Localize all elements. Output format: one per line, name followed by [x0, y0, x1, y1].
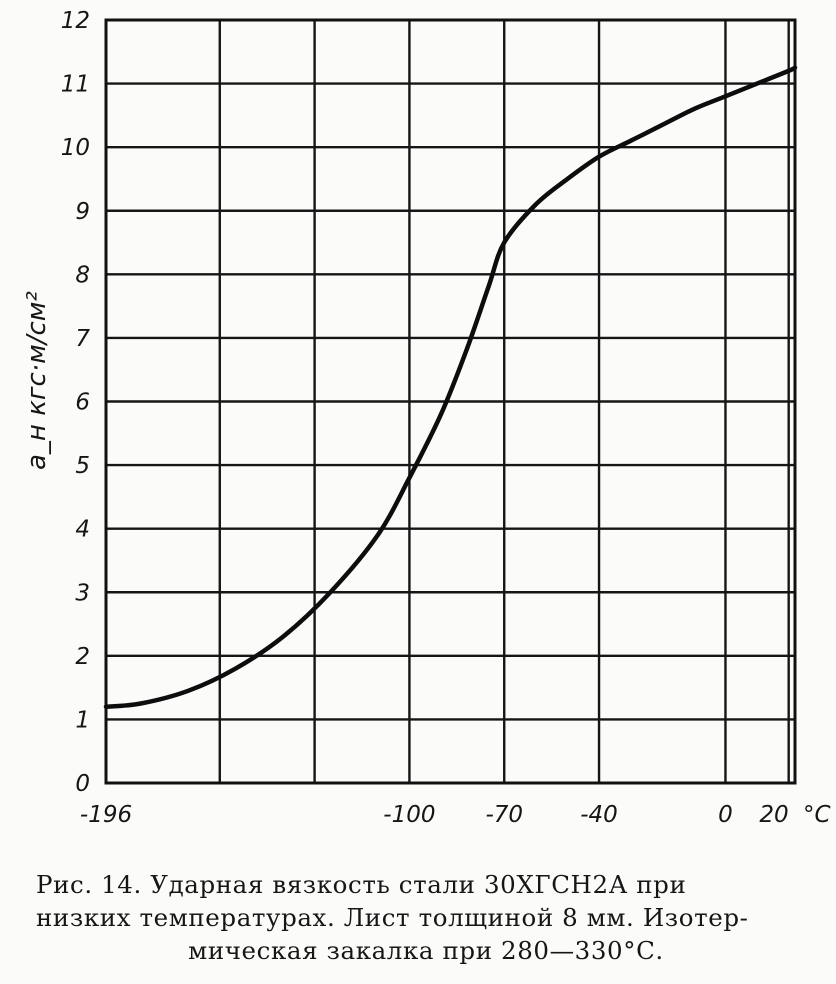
y-tick-label: 4 — [75, 517, 90, 543]
x-tick-label: -70 — [485, 802, 523, 828]
y-tick-label: 8 — [75, 262, 90, 288]
y-tick-label: 9 — [75, 199, 90, 225]
y-tick-label: 7 — [75, 326, 90, 352]
y-tick-label: 10 — [61, 135, 90, 161]
plot-frame — [104, 18, 797, 785]
impact-toughness-curve — [103, 65, 798, 709]
y-axis-label: a_н кгс·м/см² — [22, 291, 52, 470]
x-tick-label: 0 — [718, 802, 733, 828]
y-tick-label: 11 — [61, 72, 90, 98]
y-tick-label: 0 — [75, 771, 90, 797]
caption-line-2: низких температурах. Лист толщиной 8 мм.… — [36, 903, 749, 932]
x-axis-unit: °C — [803, 802, 831, 828]
y-tick-label: 12 — [61, 8, 90, 34]
x-tick-label: 20 — [759, 802, 788, 828]
horizontal-grid-lines — [106, 18, 795, 785]
x-tick-label: -196 — [80, 802, 132, 828]
y-tick-label: 3 — [75, 580, 90, 606]
x-tick-labels: -196 -100 -70 -40 0 20 — [80, 802, 789, 828]
x-tick-label: -40 — [580, 802, 618, 828]
caption-line-3: мическая закалка при 280—330°С. — [188, 936, 664, 965]
x-tick-label: -100 — [383, 802, 435, 828]
caption-line-1: Рис. 14. Ударная вязкость стали 30ХГСН2А… — [36, 870, 687, 899]
y-tick-label: 2 — [75, 644, 90, 670]
y-tick-label: 1 — [75, 707, 90, 733]
y-tick-label: 6 — [75, 390, 90, 416]
figure-caption: Рис. 14. Ударная вязкость стали 30ХГСН2А… — [36, 868, 816, 967]
y-tick-label: 5 — [75, 453, 90, 479]
